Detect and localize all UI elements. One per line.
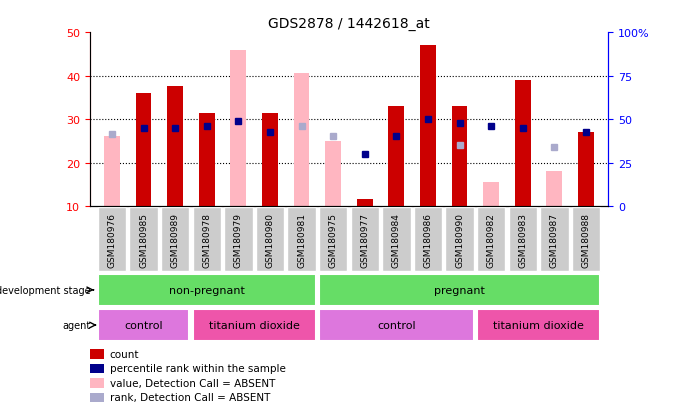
Text: GSM180980: GSM180980: [265, 212, 274, 267]
Bar: [445, 208, 474, 271]
Text: GSM180976: GSM180976: [107, 212, 117, 267]
Text: percentile rank within the sample: percentile rank within the sample: [110, 363, 285, 374]
Bar: [262, 113, 278, 206]
Text: GSM180984: GSM180984: [392, 212, 401, 267]
Bar: [509, 208, 537, 271]
Bar: [287, 208, 316, 271]
Text: agent: agent: [62, 320, 90, 330]
Text: rank, Detection Call = ABSENT: rank, Detection Call = ABSENT: [110, 392, 270, 403]
Bar: [167, 87, 183, 206]
Bar: [578, 133, 594, 206]
Bar: [388, 107, 404, 206]
Text: pregnant: pregnant: [434, 285, 485, 295]
Bar: [483, 183, 499, 206]
Bar: [477, 309, 600, 341]
Bar: [90, 378, 104, 388]
Text: titanium dioxide: titanium dioxide: [209, 320, 300, 330]
Text: GSM180978: GSM180978: [202, 212, 211, 267]
Bar: [90, 364, 104, 373]
Bar: [452, 107, 467, 206]
Title: GDS2878 / 1442618_at: GDS2878 / 1442618_at: [268, 17, 430, 31]
Bar: [104, 137, 120, 206]
Text: GSM180983: GSM180983: [518, 212, 527, 267]
Bar: [129, 208, 158, 271]
Bar: [294, 74, 310, 206]
Bar: [382, 208, 410, 271]
Text: GSM180981: GSM180981: [297, 212, 306, 267]
Bar: [319, 208, 348, 271]
Bar: [97, 309, 189, 341]
Bar: [135, 94, 151, 206]
Text: development stage: development stage: [0, 285, 90, 295]
Bar: [414, 208, 442, 271]
Text: control: control: [124, 320, 163, 330]
Text: GSM180988: GSM180988: [581, 212, 591, 267]
Text: GSM180987: GSM180987: [550, 212, 559, 267]
Text: GSM180990: GSM180990: [455, 212, 464, 267]
Bar: [90, 393, 104, 402]
Bar: [357, 200, 372, 206]
Bar: [325, 141, 341, 206]
Bar: [350, 208, 379, 271]
Text: GSM180979: GSM180979: [234, 212, 243, 267]
Text: titanium dioxide: titanium dioxide: [493, 320, 584, 330]
Text: GSM180975: GSM180975: [329, 212, 338, 267]
Bar: [571, 208, 600, 271]
Bar: [540, 208, 569, 271]
Bar: [97, 274, 316, 306]
Text: GSM180982: GSM180982: [486, 212, 495, 267]
Bar: [477, 208, 505, 271]
Bar: [199, 113, 215, 206]
Text: GSM180985: GSM180985: [139, 212, 148, 267]
Bar: [161, 208, 189, 271]
Bar: [319, 274, 600, 306]
Bar: [256, 208, 284, 271]
Text: GSM180989: GSM180989: [171, 212, 180, 267]
Bar: [97, 208, 126, 271]
Bar: [420, 46, 436, 206]
Bar: [193, 208, 221, 271]
Bar: [193, 309, 316, 341]
Text: value, Detection Call = ABSENT: value, Detection Call = ABSENT: [110, 378, 275, 388]
Bar: [224, 208, 253, 271]
Bar: [90, 349, 104, 359]
Bar: [231, 50, 246, 206]
Text: count: count: [110, 349, 140, 359]
Bar: [547, 172, 562, 206]
Text: control: control: [377, 320, 416, 330]
Bar: [515, 81, 531, 206]
Text: GSM180986: GSM180986: [424, 212, 433, 267]
Bar: [319, 309, 474, 341]
Text: GSM180977: GSM180977: [360, 212, 369, 267]
Text: non-pregnant: non-pregnant: [169, 285, 245, 295]
